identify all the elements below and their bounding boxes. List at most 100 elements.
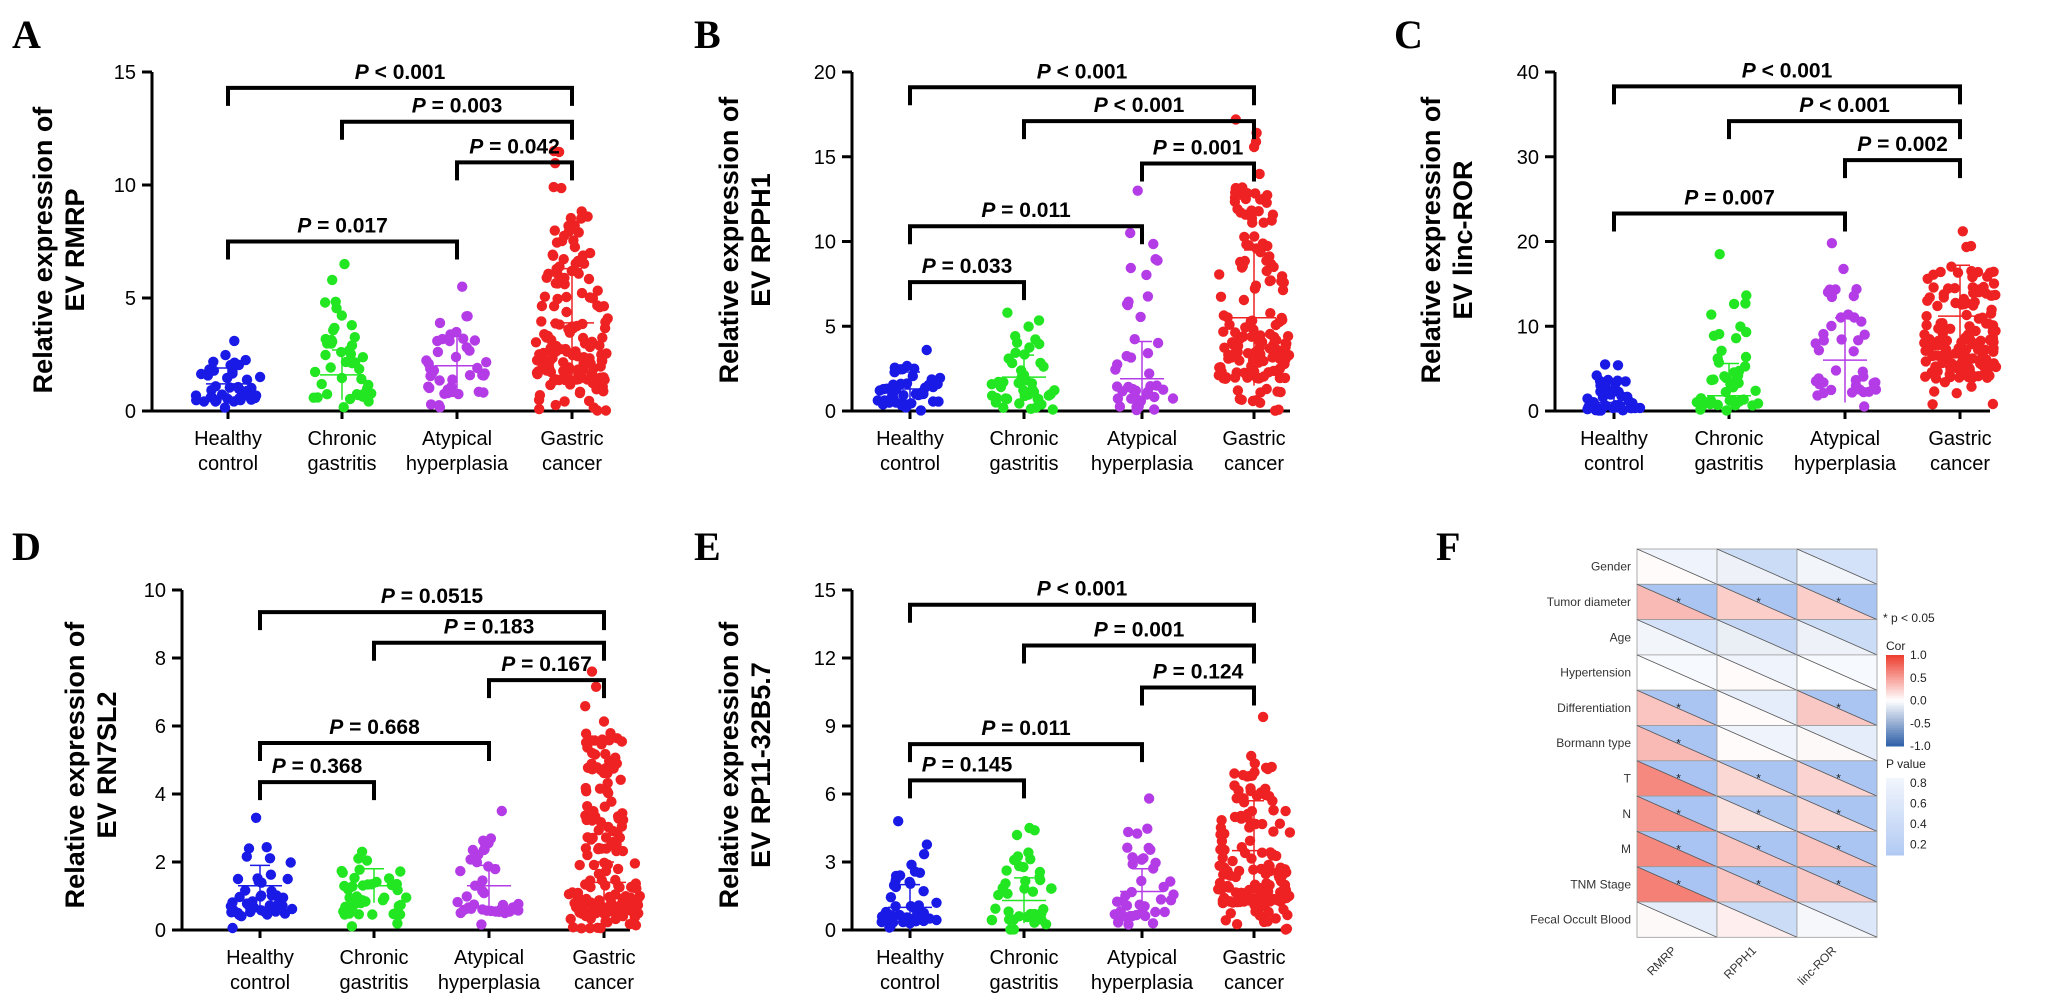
data-point [569,898,580,909]
data-point [576,287,588,299]
panel-letter-b: B [694,12,721,57]
data-point [1277,891,1289,902]
cor-legend-tick: -1.0 [1910,739,1931,753]
data-point [1231,793,1242,804]
data-point [592,285,603,296]
heatmap-diagonal [1636,866,1718,903]
data-point [452,896,463,908]
data-point [1135,311,1146,323]
data-point [1217,852,1228,863]
comparison-bracket [487,678,606,699]
heatmap-diagonal [1796,583,1878,620]
data-point [588,402,599,413]
data-point [1859,329,1870,340]
x-tick-label: hyperplasia [1091,453,1194,475]
data-point [569,241,581,253]
data-point [1218,869,1229,880]
heatmap-diagonal [1636,760,1718,797]
data-point [897,916,909,928]
data-point [395,866,406,877]
data-point [1951,388,1962,399]
data-point [346,340,358,351]
data-point [1961,309,1972,321]
data-point [350,898,362,909]
data-point [496,805,507,817]
data-point [1038,904,1049,915]
data-point [1220,373,1231,384]
data-point [1248,141,1260,153]
data-point [1246,331,1257,342]
data-point [1023,321,1034,332]
data-point [1262,190,1273,201]
data-point [1268,826,1279,837]
p-legend-swatch [1886,814,1904,817]
significance-marker: * [1676,701,1681,715]
cor-legend-swatch [1886,684,1904,688]
data-point [593,868,605,880]
data-point [425,399,437,410]
p-value-label: P = 0.042 [469,135,560,158]
data-point [905,901,917,912]
data-point [1013,911,1025,922]
data-point [477,904,488,915]
data-point [513,898,524,910]
data-point [1270,405,1281,416]
data-point [1131,401,1142,413]
data-point [580,782,591,794]
y-tick-label: 5 [125,288,136,310]
data-point [612,811,624,822]
data-point [1275,876,1287,887]
data-point [1961,241,1972,253]
data-point [877,399,889,410]
p-legend-swatch [1886,785,1904,789]
data-point [582,801,593,812]
data-point [469,335,481,346]
data-point [1026,378,1038,389]
data-point [1249,231,1260,242]
data-point [1001,865,1012,876]
data-point [285,857,296,868]
data-point [1247,395,1259,407]
data-point [1139,901,1150,912]
data-point [1258,217,1269,228]
data-point [1988,278,2000,289]
p-value-label: P < 0.001 [355,61,446,84]
x-tick-label: gastritis [308,453,377,475]
data-point [249,392,261,404]
significance-marker: * [1676,878,1681,892]
data-point [995,381,1007,393]
data-point [356,373,367,385]
data-point [590,681,602,692]
x-tick-label: Gastric [1222,947,1285,969]
data-point [1712,353,1723,364]
data-point [1836,334,1847,345]
data-point [1741,326,1752,338]
data-point [1968,287,1979,299]
data-point [234,393,246,405]
data-point [1006,357,1018,369]
data-point [478,370,489,381]
data-point [1000,393,1011,404]
x-tick-label: Chronic [308,428,377,450]
data-point [1260,762,1272,773]
data-point [1254,168,1265,180]
heatmap-row-label: Age [1610,630,1632,644]
data-point [550,346,562,357]
heatmap-row-label: Differentiation [1557,701,1631,715]
y-axis-label-e-line2: EV RP11-32B5.7 [746,662,776,868]
data-point [1921,320,1932,331]
data-point [597,734,608,745]
p-value-label: P = 0.017 [297,215,388,238]
data-point [1276,276,1287,287]
data-point [915,913,926,925]
significance-marker: * [1836,878,1841,892]
data-point [1229,196,1241,207]
heatmap-diagonal [1636,725,1718,762]
data-point [1268,894,1279,905]
data-point [918,849,930,860]
data-point [1721,405,1732,416]
data-point [628,882,640,893]
data-point [340,902,351,913]
data-point [1110,364,1121,375]
